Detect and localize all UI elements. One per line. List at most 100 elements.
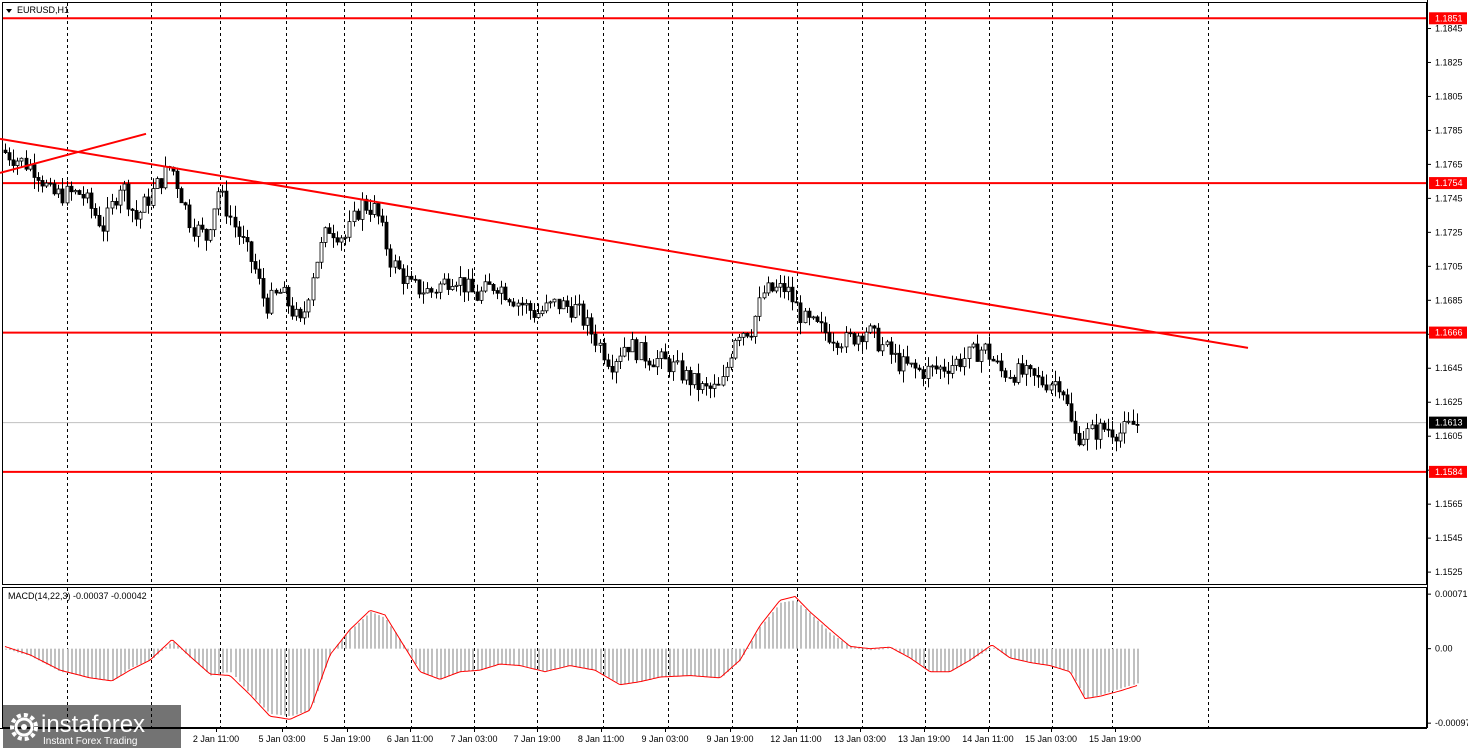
candle-body [938, 366, 943, 370]
macd-bar [636, 648, 638, 683]
candle-body [819, 321, 824, 324]
macd-bar [1100, 648, 1102, 695]
candle-body [241, 236, 246, 238]
macd-bar [403, 645, 405, 649]
macd-bar [628, 648, 630, 684]
candle-body [917, 367, 922, 371]
candle-body [1024, 365, 1029, 375]
macd-bar [550, 648, 552, 671]
macd-bar [542, 648, 544, 671]
candle-body [429, 288, 434, 293]
macd-bar [882, 648, 884, 650]
candle-body [946, 370, 951, 374]
candle-body [282, 286, 287, 293]
candle-body [388, 248, 393, 268]
candle-body [757, 297, 762, 317]
candle-body [962, 358, 967, 368]
macd-bar [887, 647, 889, 649]
macd-bar [423, 648, 425, 673]
candle-body [48, 182, 53, 185]
candle-body [454, 284, 459, 287]
candle-body [634, 339, 639, 361]
macd-bar [1010, 648, 1012, 658]
macd-bar [1026, 648, 1028, 662]
macd-bar [780, 602, 782, 649]
trendlines [0, 132, 1249, 349]
time-axis[interactable]: 2 Jan 11:00 5 Jan 03:00 5 Jan 19:00 6 Jan 1… [0, 728, 1427, 744]
candle-body [643, 342, 648, 362]
candle-body [544, 302, 549, 312]
macd-bar [390, 626, 392, 649]
candle-body [639, 342, 644, 361]
macd-bar [813, 616, 815, 649]
macd-bar [764, 621, 766, 649]
candle-body [347, 221, 352, 238]
price-axis[interactable]: 1.1845 1.1825 1.1805 1.1785 1.1765 1.1745 1.17… [1427, 0, 1467, 728]
candle-body [1020, 363, 1025, 375]
candle-body [704, 383, 709, 387]
candle-body [491, 284, 496, 291]
candle-body [298, 308, 303, 319]
candle-body [487, 281, 492, 285]
macd-bar [230, 648, 232, 673]
candle-body [954, 358, 959, 366]
candle-body [368, 209, 373, 215]
candle-body [1118, 432, 1123, 442]
macd-bar [107, 648, 109, 681]
macd-bar [165, 647, 167, 649]
candle-body [376, 203, 381, 217]
macd-axis[interactable]: 0.00071 0.00 -0.00097 [1427, 589, 1468, 728]
macd-bar [83, 648, 85, 677]
price-tick-label: 1.1825 [1435, 57, 1463, 67]
macd-bar [120, 648, 122, 676]
macd-bar [325, 648, 327, 668]
macd-bar [948, 648, 950, 672]
trendline-falling[interactable] [0, 137, 1249, 349]
macd-bar [735, 648, 737, 665]
time-tick-label: 5 Jan 19:00 [323, 734, 370, 744]
candle-body [233, 216, 238, 228]
macd-bar [579, 648, 581, 668]
candle-body [470, 278, 475, 293]
macd-bar [641, 648, 643, 682]
candle-body [864, 331, 869, 343]
macd-panel[interactable]: MACD(14,22,3) -0.00037 -0.00042 [2, 587, 1427, 728]
candle-body [692, 373, 697, 386]
candle-body [880, 344, 885, 352]
macd-bar [956, 648, 958, 669]
level-price-label: 1.1666 [1435, 328, 1463, 338]
candle-body [413, 278, 418, 281]
macd-bar [464, 648, 466, 672]
macd-bar [768, 616, 770, 649]
candle-body [524, 303, 529, 306]
candle-body [69, 185, 74, 193]
macd-bar [79, 648, 81, 676]
time-tick-label: 9 Jan 19:00 [706, 734, 753, 744]
price-grid [67, 3, 1209, 584]
macd-bar [583, 648, 585, 668]
price-tick-label: 1.1805 [1435, 91, 1463, 101]
macd-bar [247, 648, 249, 692]
macd-tick-label: 0.00071 [1435, 589, 1468, 599]
macd-bar [1067, 648, 1069, 671]
macd-bar [727, 648, 729, 673]
macd-bar [341, 639, 343, 649]
candle-body [44, 182, 49, 187]
candle-body [712, 383, 717, 389]
macd-bar [895, 648, 897, 650]
price-panel[interactable]: EURUSD,H1 [0, 2, 1427, 585]
candle-body [228, 215, 233, 218]
macd-bar [30, 648, 32, 657]
candle-body [380, 215, 385, 223]
macd-bar [370, 611, 372, 649]
candle-body [77, 190, 82, 195]
candle-body [397, 260, 402, 270]
macd-bar [194, 648, 196, 662]
candle-body [130, 208, 135, 211]
macd-bar [128, 648, 130, 670]
macd-bar [526, 648, 528, 667]
menu-triangle-icon[interactable] [6, 9, 12, 13]
macd-bar [993, 647, 995, 649]
trendline-rising[interactable] [0, 132, 147, 174]
